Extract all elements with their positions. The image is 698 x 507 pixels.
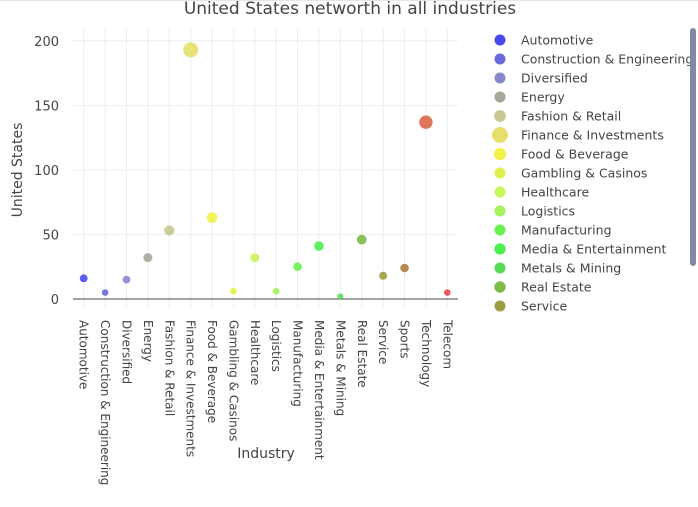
- y-tick-labels: 0 50 100 150 200: [34, 35, 59, 308]
- legend-marker: [492, 127, 508, 143]
- legend-label: Construction & Engineering: [521, 52, 693, 67]
- legend-item[interactable]: Fashion & Retail: [494, 109, 621, 124]
- data-point[interactable]: [122, 275, 131, 284]
- x-tick-label: Food & Beverage: [205, 320, 219, 423]
- y-tick-label: 100: [34, 164, 59, 179]
- legend-label: Service: [521, 299, 568, 314]
- legend-label: Real Estate: [521, 280, 592, 295]
- legend-item[interactable]: Finance & Investments: [492, 127, 664, 143]
- data-point[interactable]: [444, 289, 451, 296]
- data-point[interactable]: [143, 253, 153, 263]
- legend-item[interactable]: Media & Entertainment: [494, 242, 667, 257]
- legend-item[interactable]: Diversified: [494, 71, 588, 86]
- x-tick-label: Technology: [419, 319, 433, 387]
- data-point[interactable]: [164, 225, 175, 236]
- x-tick-label: Telecom: [440, 319, 454, 369]
- legend-label: Metals & Mining: [521, 261, 621, 276]
- data-point[interactable]: [400, 263, 409, 273]
- data-point[interactable]: [101, 289, 109, 296]
- legend-item[interactable]: Metals & Mining: [494, 261, 622, 276]
- data-point[interactable]: [206, 212, 218, 224]
- grid: [73, 28, 458, 308]
- data-point[interactable]: [379, 271, 388, 280]
- legend-item[interactable]: Healthcare: [494, 185, 590, 200]
- legend-marker: [494, 224, 506, 236]
- legend-marker: [494, 72, 506, 84]
- x-tick-label: Automotive: [77, 320, 91, 389]
- x-tick-label: Metals & Mining: [333, 320, 347, 416]
- legend-label: Media & Entertainment: [521, 242, 667, 257]
- legend-marker: [494, 205, 506, 217]
- legend-marker: [494, 167, 506, 179]
- x-tick-label: Fashion & Retail: [162, 320, 176, 416]
- legend-marker: [493, 147, 507, 161]
- x-tick-label: Construction & Engineering: [98, 320, 112, 485]
- legend-item[interactable]: Automotive: [494, 33, 594, 48]
- data-point[interactable]: [79, 274, 88, 283]
- data-point[interactable]: [230, 287, 237, 295]
- legend-label: Automotive: [521, 33, 594, 48]
- legend-item[interactable]: Logistics: [494, 204, 576, 219]
- top-border: [0, 0, 698, 1]
- y-axis-label: United States: [10, 123, 26, 218]
- x-tick-labels: Automotive Construction & Engineering Dive…: [77, 319, 455, 485]
- legend: Automotive Construction & Engineering Dive…: [492, 33, 693, 314]
- data-points: [79, 42, 451, 300]
- y-tick-label: 0: [51, 293, 59, 308]
- legend-scrollbar[interactable]: [690, 28, 696, 268]
- legend-marker: [494, 110, 506, 122]
- x-tick-label: Real Estate: [355, 320, 369, 388]
- legend-label: Gambling & Casinos: [521, 166, 647, 181]
- legend-marker: [494, 91, 506, 103]
- legend-label: Energy: [521, 90, 565, 105]
- legend-marker: [494, 186, 506, 198]
- legend-label: Finance & Investments: [521, 128, 664, 143]
- y-tick-label: 200: [34, 35, 59, 50]
- x-tick-label: Service: [376, 320, 390, 364]
- x-axis-label: Industry: [237, 446, 295, 462]
- legend-scrollbar-thumb[interactable]: [690, 28, 696, 266]
- data-point[interactable]: [272, 287, 280, 295]
- legend-label: Food & Beverage: [521, 147, 629, 162]
- legend-item[interactable]: Manufacturing: [494, 223, 612, 238]
- legend-marker: [494, 300, 506, 312]
- legend-label: Logistics: [521, 204, 575, 219]
- legend-item[interactable]: Food & Beverage: [493, 147, 629, 162]
- legend-label: Fashion & Retail: [521, 109, 621, 124]
- y-tick-label: 50: [42, 228, 59, 243]
- chart-title: United States networth in all industries: [184, 0, 516, 19]
- legend-marker: [494, 262, 506, 274]
- y-tick-label: 150: [34, 99, 59, 114]
- x-tick-label: Manufacturing: [291, 320, 305, 407]
- x-tick-label: Gambling & Casinos: [226, 320, 240, 441]
- data-point[interactable]: [419, 115, 433, 129]
- legend-marker: [494, 53, 506, 65]
- legend-marker: [494, 34, 506, 46]
- legend-label: Healthcare: [521, 185, 589, 200]
- legend-label: Manufacturing: [521, 223, 612, 238]
- x-tick-label: Finance & Investments: [184, 320, 198, 457]
- legend-item[interactable]: Construction & Engineering: [494, 52, 694, 67]
- legend-item[interactable]: Service: [494, 299, 568, 314]
- legend-item[interactable]: Gambling & Casinos: [494, 166, 648, 181]
- data-point[interactable]: [314, 241, 324, 251]
- x-tick-label: Diversified: [119, 320, 133, 384]
- x-tick-label: Energy: [141, 320, 155, 362]
- legend-item[interactable]: Energy: [494, 90, 566, 105]
- data-point[interactable]: [293, 262, 302, 272]
- legend-marker: [494, 281, 506, 293]
- x-tick-label: Healthcare: [248, 320, 262, 385]
- data-point[interactable]: [337, 293, 344, 300]
- data-point[interactable]: [356, 234, 367, 245]
- data-point[interactable]: [250, 253, 260, 263]
- legend-item[interactable]: Real Estate: [494, 280, 592, 295]
- x-tick-label: Logistics: [269, 320, 283, 372]
- data-point[interactable]: [183, 42, 199, 58]
- x-tick-label: Media & Entertainment: [312, 320, 326, 460]
- legend-label: Diversified: [521, 71, 588, 86]
- x-tick-label: Sports: [398, 320, 412, 358]
- legend-marker: [494, 243, 506, 255]
